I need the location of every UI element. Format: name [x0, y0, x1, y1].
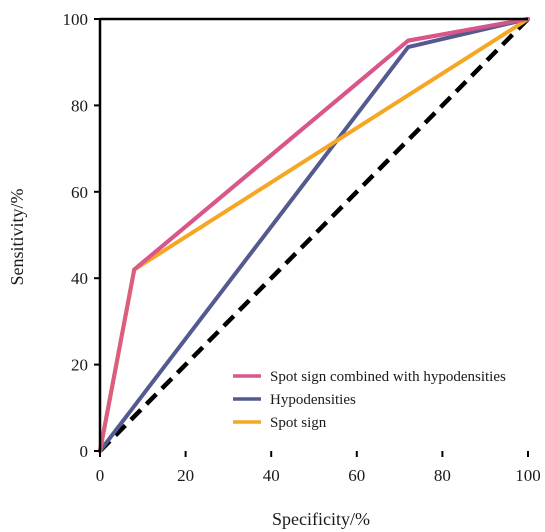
legend-label-2: Spot sign [270, 415, 327, 431]
y-axis-title: Sensitivity/% [7, 188, 27, 285]
series-layer [98, 17, 530, 453]
y-tick-label: 60 [71, 183, 88, 202]
x-tick-label: 20 [177, 466, 194, 485]
legend-label-0: Spot sign combined with hypodensities [270, 369, 506, 385]
x-tick-label: 60 [348, 466, 365, 485]
tick-layer: 0 20 40 60 80 100 0 20 40 60 80 100 [63, 10, 541, 485]
y-tick-label: 40 [71, 269, 88, 288]
x-tick-label: 40 [263, 466, 280, 485]
reference-diagonal-line [98, 17, 530, 453]
x-tick-label: 0 [96, 466, 105, 485]
x-tick-label: 80 [434, 466, 451, 485]
x-tick-label: 100 [515, 466, 541, 485]
y-tick-label: 20 [71, 356, 88, 375]
series-line-1 [98, 17, 530, 453]
x-axis-title: Specificity/% [272, 509, 370, 529]
reference-line-layer [98, 17, 530, 453]
legend-label-1: Hypodensities [270, 392, 356, 408]
y-tick-label: 0 [80, 442, 89, 461]
y-tick-label: 100 [63, 10, 89, 29]
y-tick-label: 80 [71, 96, 88, 115]
series-line-0-overlay [98, 17, 530, 453]
axes [98, 17, 528, 451]
legend: Spot sign combined with hypodensities Hyp… [233, 369, 506, 431]
